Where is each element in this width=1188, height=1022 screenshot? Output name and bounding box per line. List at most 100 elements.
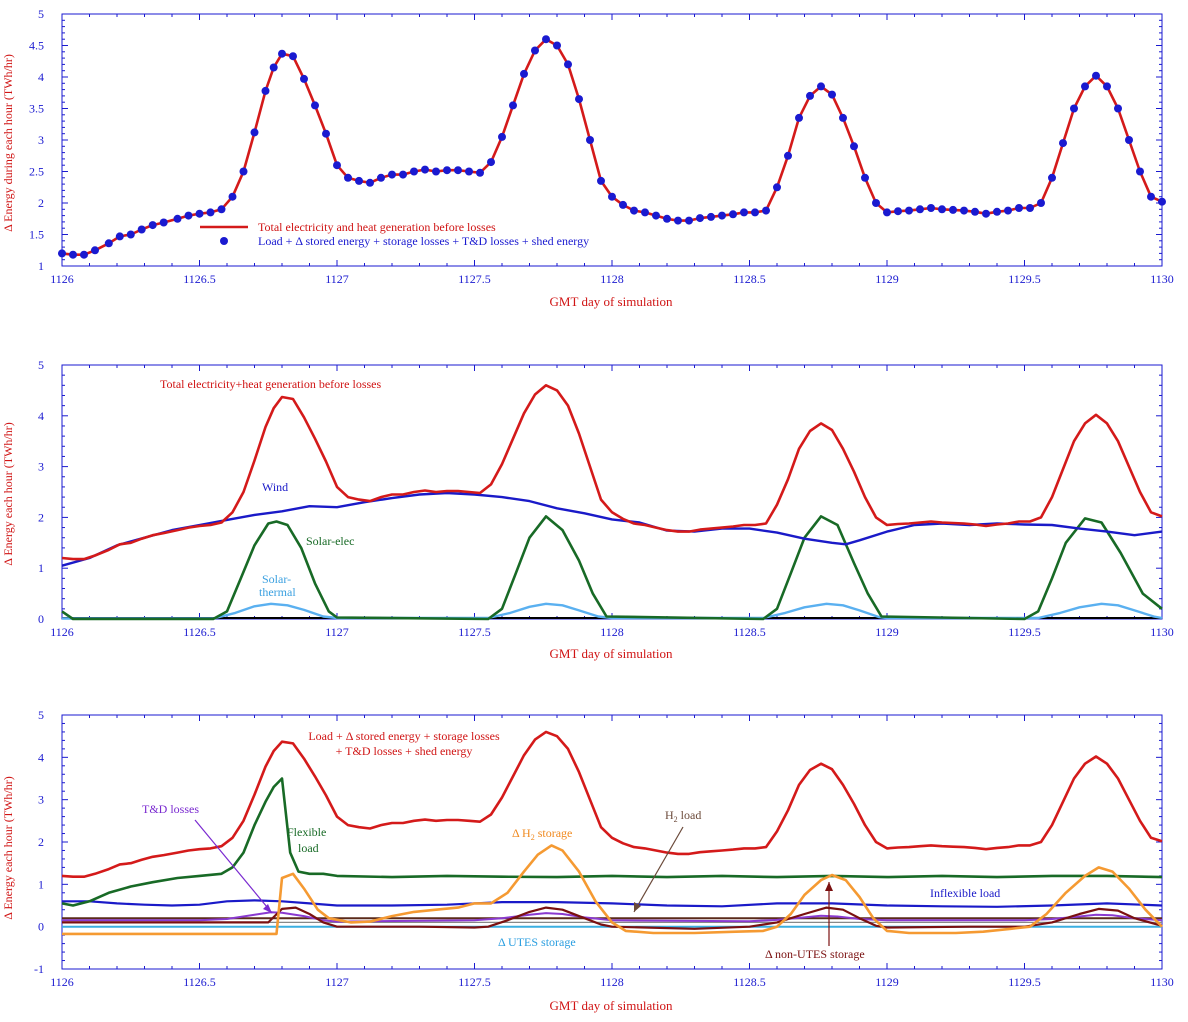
series-point-load-balance	[421, 165, 429, 174]
y-tick-label: 3	[38, 133, 44, 147]
series-line-total-generation	[61, 37, 1163, 256]
y-tick-label: 4	[38, 750, 44, 764]
annotation-solar-elec: Solar-elec	[306, 534, 354, 548]
series-point-load-balance	[366, 178, 374, 187]
series-point-load-balance	[1147, 192, 1155, 201]
y-tick-label: 4	[38, 70, 44, 84]
series-point-load-balance	[115, 232, 124, 241]
series-point-load-balance	[1059, 139, 1067, 148]
series-point-load-balance	[91, 246, 99, 255]
series-point-load-balance	[905, 206, 913, 215]
td-losses-arrowhead	[263, 904, 272, 913]
x-tick-label: 1128	[600, 625, 624, 639]
series-point-load-balance	[663, 214, 671, 223]
x-tick-label: 1128.5	[733, 975, 766, 989]
series-point-load-balance	[498, 132, 506, 141]
x-tick-label: 1129.5	[1008, 272, 1041, 286]
series-point-load-balance	[509, 101, 517, 110]
annotation-total-generation: Total electricity+heat generation before…	[160, 377, 381, 391]
series-point-load-balance	[564, 60, 572, 69]
series-point-load-balance	[542, 35, 550, 44]
series-point-load-balance	[630, 206, 638, 215]
series-point-load-balance	[1070, 104, 1078, 113]
series-point-load-balance	[454, 166, 462, 175]
x-tick-label: 1126	[50, 625, 74, 639]
series-point-load-balance	[58, 249, 66, 258]
series-point-load-balance	[432, 167, 440, 176]
panel-1: 1126 1126.5 1127 1127.5 1128 1128.5 1129 1129.5…	[1, 7, 1174, 309]
series-line-non-utes-storage	[62, 906, 1163, 930]
x-tick-label: 1127	[325, 272, 349, 286]
series-line-wind	[61, 491, 1163, 567]
series-point-load-balance	[850, 142, 858, 151]
h2-load-post: load	[678, 808, 702, 822]
series-point-load-balance	[311, 101, 319, 110]
annotation-flexible-1: Flexible	[287, 825, 326, 839]
panel-1-axes: 1126 1126.5 1127 1127.5 1128 1128.5 1129 1129.5…	[29, 7, 1174, 286]
y-tick-label: 2	[38, 196, 44, 210]
y-tick-label: 1	[38, 877, 44, 891]
annotation-inflexible-load: Inflexible load	[930, 886, 1000, 900]
series-point-load-balance	[795, 113, 803, 122]
annotation-h2-storage: Δ H2 storage	[512, 826, 572, 842]
series-point-load-balance	[443, 166, 451, 175]
panel-1-legend: Total electricity and heat generation be…	[200, 220, 589, 248]
series-point-load-balance	[159, 218, 168, 227]
series-point-load-balance	[520, 69, 528, 78]
series-point-load-balance	[619, 200, 627, 209]
y-tick-label: 2	[38, 510, 44, 524]
series-point-load-balance	[883, 208, 891, 217]
series-point-load-balance	[927, 204, 935, 212]
x-tick-label: 1127	[325, 625, 349, 639]
td-losses-arrow	[194, 819, 273, 914]
series-point-load-balance	[322, 129, 330, 138]
series-point-load-balance	[729, 210, 737, 219]
y-tick-label: 0	[38, 612, 44, 626]
series-point-load-balance	[696, 214, 704, 223]
series-point-load-balance	[487, 158, 495, 167]
series-point-load-balance	[344, 173, 352, 182]
x-tick-label: 1129	[875, 272, 899, 286]
series-point-load-balance	[938, 205, 946, 214]
series-point-load-balance	[269, 63, 278, 72]
series-point-load-balance	[300, 74, 308, 83]
series-point-load-balance	[982, 209, 990, 218]
series-point-load-balance	[278, 49, 286, 58]
series-point-load-balance	[399, 170, 407, 179]
series-point-load-balance	[388, 170, 396, 179]
x-tick-label: 1127.5	[458, 625, 491, 639]
series-line-total-generation	[61, 384, 1163, 561]
series-point-load-balance	[586, 136, 594, 144]
series-point-load-balance	[261, 86, 270, 95]
series-point-load-balance	[575, 95, 583, 104]
y-tick-label: 4	[38, 409, 44, 423]
x-tick-label: 1127.5	[458, 272, 491, 286]
series-point-load-balance	[839, 113, 847, 122]
legend-dot-label: Load + Δ stored energy + storage losses …	[258, 234, 589, 248]
y-tick-label: 4.5	[29, 39, 44, 53]
series-point-load-balance	[707, 212, 715, 221]
y-tick-label: 3.5	[29, 102, 44, 116]
x-tick-label: 1128	[600, 975, 624, 989]
series-point-load-balance	[784, 151, 792, 160]
series-point-load-balance	[465, 167, 473, 176]
x-tick-label: 1130	[1150, 272, 1174, 286]
series-line-td-losses	[62, 911, 1163, 923]
series-line-solar-thermal	[62, 602, 1163, 620]
series-point-load-balance	[894, 207, 902, 216]
series-point-load-balance	[195, 209, 204, 218]
series-point-load-balance	[173, 214, 182, 223]
series-point-load-balance	[1158, 197, 1166, 206]
series-point-load-balance	[597, 176, 605, 185]
legend-dot-swatch	[220, 237, 228, 245]
series-point-load-balance	[553, 41, 561, 50]
series-point-load-balance	[718, 211, 726, 220]
y-tick-label: 0	[38, 920, 44, 934]
series-point-load-balance	[1026, 204, 1034, 212]
series-point-load-balance	[80, 250, 88, 259]
series-point-load-balance	[1048, 173, 1056, 182]
series-point-load-balance	[773, 183, 781, 192]
series-point-load-balance	[1103, 82, 1111, 91]
x-tick-label: 1129.5	[1008, 975, 1041, 989]
h2-storage-post: storage	[535, 826, 573, 840]
